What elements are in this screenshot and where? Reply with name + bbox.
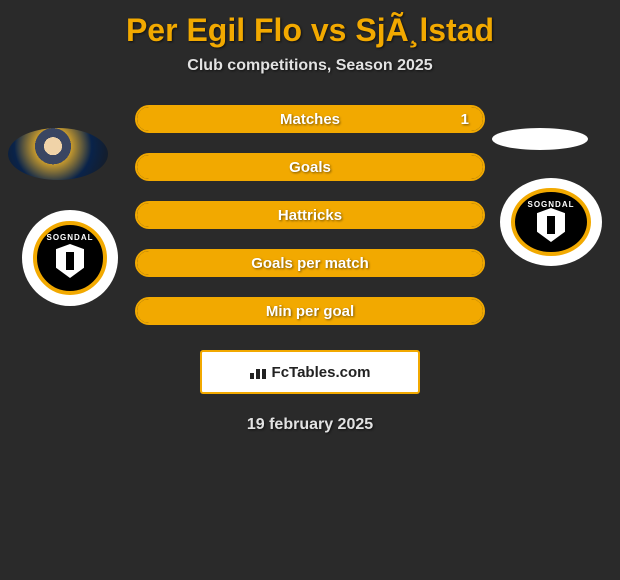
comparison-title: Per Egil Flo vs SjÃ¸lstad — [0, 0, 620, 57]
stat-bar: Min per goal — [135, 297, 485, 325]
brand-watermark: FcTables.com — [200, 350, 420, 394]
comparison-date: 19 february 2025 — [0, 416, 620, 434]
badge-inner: SOGNDAL — [33, 221, 108, 296]
brand-text: FcTables.com — [272, 364, 371, 381]
stat-bar: Goals per match — [135, 249, 485, 277]
stat-bar: Goals — [135, 153, 485, 181]
right-player-photo — [492, 128, 588, 150]
badge-text-right: SOGNDAL — [527, 200, 574, 209]
stat-label: Matches — [280, 111, 340, 128]
left-club-badge: SOGNDAL — [22, 210, 118, 306]
badge-inner: SOGNDAL — [511, 188, 591, 257]
stat-bar: Hattricks — [135, 201, 485, 229]
stat-bar: Matches 1 — [135, 105, 485, 133]
bar-chart-icon — [250, 365, 268, 379]
shield-stripe — [547, 216, 555, 234]
stat-value-left: 1 — [461, 111, 469, 128]
stat-label: Min per goal — [266, 303, 354, 320]
right-club-badge: SOGNDAL — [500, 178, 602, 266]
stat-label: Goals per match — [251, 255, 369, 272]
stats-list: Matches 1 Goals Hattricks Goals per match Min… — [135, 105, 485, 325]
comparison-subtitle: Club competitions, Season 2025 — [0, 57, 620, 105]
badge-text-left: SOGNDAL — [47, 233, 94, 242]
shield-icon — [56, 244, 84, 278]
shield-stripe — [66, 252, 74, 270]
shield-icon — [537, 208, 565, 242]
stat-label: Hattricks — [278, 207, 342, 224]
stat-label: Goals — [289, 159, 331, 176]
left-player-photo — [8, 128, 108, 180]
